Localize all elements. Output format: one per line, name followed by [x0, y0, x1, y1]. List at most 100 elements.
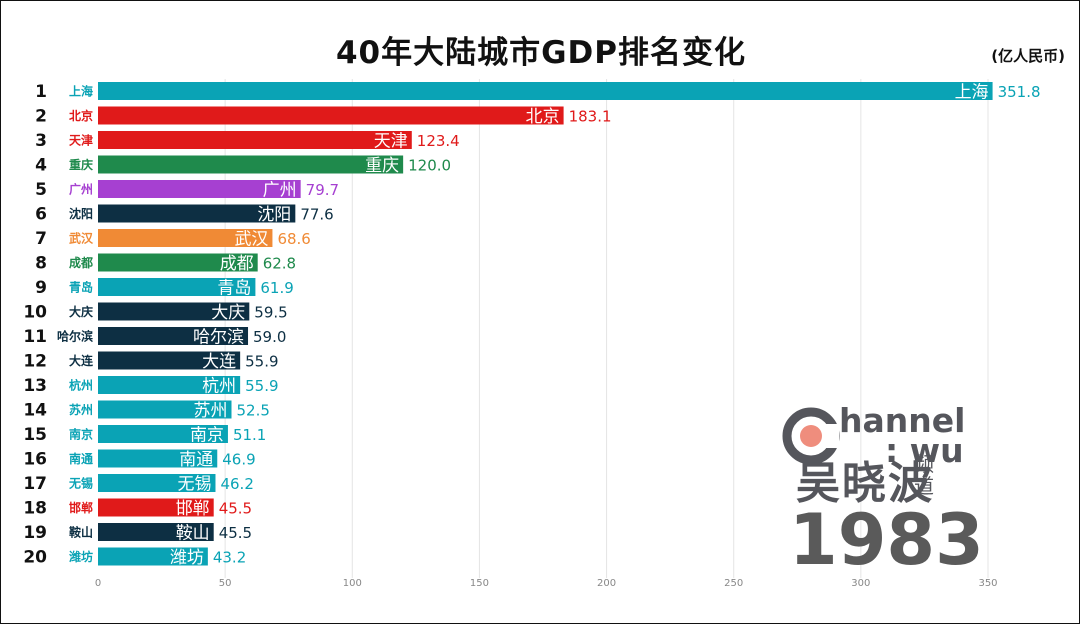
rank-label: 8 [35, 254, 47, 274]
rank-label: 9 [35, 278, 47, 298]
city-label: 北京 [69, 108, 93, 123]
chart-title: 40年大陆城市GDP排名变化 [335, 35, 747, 71]
bar-inner-label: 南京 [190, 426, 224, 446]
rank-label: 15 [23, 425, 47, 445]
bar [98, 376, 241, 394]
bar [98, 327, 249, 345]
bar-inner-label: 苏州 [194, 401, 228, 421]
value-label: 52.5 [237, 402, 270, 420]
bar [98, 449, 218, 468]
value-label: 59.0 [253, 328, 286, 346]
city-label: 上海 [69, 84, 93, 99]
bar [98, 547, 208, 566]
value-label: 68.6 [277, 230, 310, 248]
bar-inner-label: 邯郸 [176, 499, 210, 519]
bar-inner-label: 沈阳 [257, 205, 291, 225]
rank-label: 20 [23, 548, 47, 568]
city-label: 南通 [69, 451, 93, 466]
value-label: 51.1 [233, 426, 266, 444]
bar [98, 82, 993, 100]
value-label: 45.5 [219, 524, 252, 542]
value-label: 77.6 [300, 206, 333, 224]
bar [98, 155, 404, 174]
bar-inner-label: 南通 [179, 450, 213, 470]
rank-label: 3 [35, 131, 47, 151]
logo-text-cn-sub: 频道 [914, 452, 934, 498]
bar-inner-label: 大庆 [211, 303, 245, 323]
bar [98, 425, 228, 443]
rank-label: 10 [23, 303, 47, 323]
bar-inner-label: 广州 [263, 181, 297, 201]
bar [98, 302, 250, 321]
rank-label: 6 [35, 205, 47, 225]
value-label: 55.9 [245, 353, 278, 371]
rank-label: 17 [23, 474, 47, 494]
bar [98, 474, 216, 492]
x-tick-label: 100 [343, 578, 362, 589]
rank-label: 11 [23, 327, 47, 347]
value-label: 59.5 [254, 304, 287, 322]
x-tick-label: 0 [95, 578, 101, 589]
bar-inner-label: 重庆 [365, 156, 399, 176]
bar [98, 131, 412, 149]
rank-label: 19 [23, 523, 47, 543]
city-label: 杭州 [69, 378, 93, 393]
value-label: 79.7 [306, 181, 339, 199]
city-label: 邯郸 [69, 500, 93, 515]
x-tick-label: 50 [219, 578, 232, 589]
bar-inner-label: 青岛 [217, 279, 251, 299]
value-label: 120.0 [408, 157, 451, 175]
rank-label: 2 [35, 107, 47, 127]
logo-text-wu: : wu [885, 431, 964, 470]
bar-inner-label: 鞍山 [176, 524, 210, 544]
rank-label: 4 [35, 156, 47, 176]
x-tick-label: 250 [724, 578, 743, 589]
value-label: 43.2 [213, 549, 246, 567]
bar [98, 498, 214, 517]
rank-label: 5 [35, 180, 47, 200]
value-label: 46.2 [220, 475, 253, 493]
rank-label: 7 [35, 229, 47, 249]
bar-inner-label: 天津 [374, 132, 408, 152]
bar [98, 351, 241, 370]
bar [98, 523, 214, 541]
city-label: 成都 [69, 255, 93, 270]
x-tick-label: 150 [470, 578, 489, 589]
city-label: 青岛 [69, 280, 93, 295]
x-tick-label: 200 [597, 578, 616, 589]
bar [98, 278, 256, 296]
city-label: 南京 [69, 427, 93, 442]
bar-inner-label: 哈尔滨 [193, 328, 244, 348]
logo-ring-gap [823, 424, 839, 448]
city-label: 天津 [69, 133, 93, 148]
value-label: 351.8 [998, 83, 1041, 101]
value-label: 46.9 [222, 451, 255, 469]
bar-inner-label: 北京 [526, 107, 560, 127]
bar-inner-label: 大连 [202, 352, 236, 372]
unit-label: (亿人民币) [991, 47, 1065, 65]
value-label: 123.4 [417, 132, 460, 150]
bar [98, 229, 273, 247]
channel-wu-logo: hannel : wu [782, 401, 965, 470]
bar [98, 180, 301, 198]
rank-label: 18 [23, 499, 47, 519]
city-label: 鞍山 [69, 525, 93, 540]
city-label: 大庆 [69, 304, 93, 319]
rank-label: 13 [23, 376, 47, 396]
rank-label: 16 [23, 450, 47, 470]
bar-inner-label: 潍坊 [170, 548, 204, 568]
rank-label: 14 [23, 401, 47, 421]
x-tick-label: 300 [851, 578, 870, 589]
rank-label: 12 [23, 352, 47, 372]
value-label: 45.5 [219, 500, 252, 518]
city-label: 沈阳 [69, 206, 93, 221]
bar-inner-label: 杭州 [202, 377, 236, 397]
year-label: 1983 [789, 499, 984, 581]
logo-text-channel: hannel [839, 401, 965, 440]
bar-inner-label: 上海 [955, 83, 989, 103]
value-label: 55.9 [245, 377, 278, 395]
city-label: 大连 [69, 353, 94, 368]
value-label: 61.9 [260, 279, 293, 297]
